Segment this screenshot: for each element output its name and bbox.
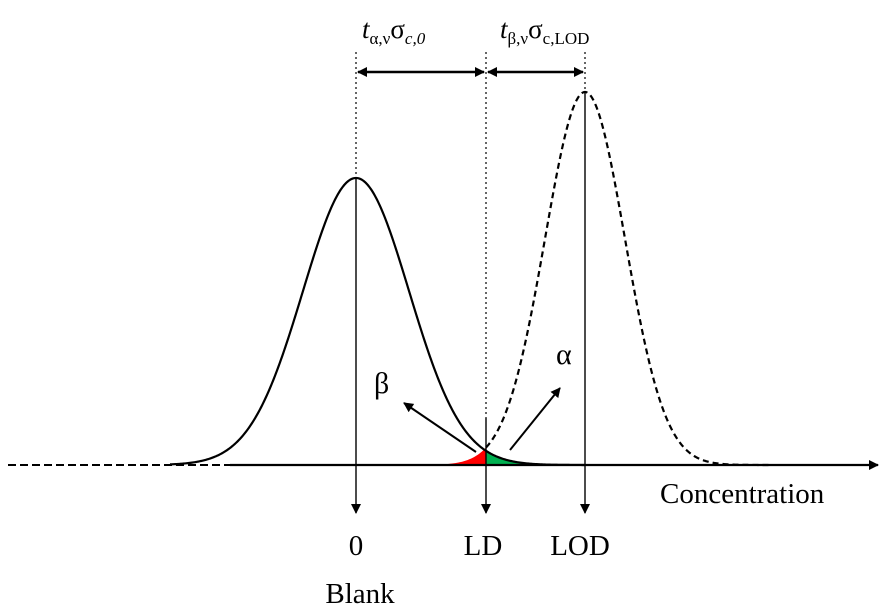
- beta-span-label: tβ,νσc,LOD: [500, 14, 589, 48]
- beta-region: [420, 447, 486, 465]
- alpha-span-label: tα,νσc,0: [362, 14, 426, 48]
- tick-label-lod: LOD: [550, 530, 610, 562]
- alpha-pointer-arrow: [509, 387, 561, 451]
- axis-label: Concentration: [660, 478, 825, 510]
- blank-label: Blank: [325, 578, 395, 608]
- tick-label-ld: LD: [464, 530, 503, 562]
- beta-label: β: [374, 367, 389, 400]
- lod-distribution-curve: [485, 90, 770, 467]
- alpha-label: α: [556, 338, 572, 371]
- beta-pointer-arrow: [403, 402, 477, 453]
- tick-label-zero: 0: [349, 530, 364, 562]
- alpha-region: [486, 450, 570, 465]
- blank-distribution-curve: [169, 176, 585, 467]
